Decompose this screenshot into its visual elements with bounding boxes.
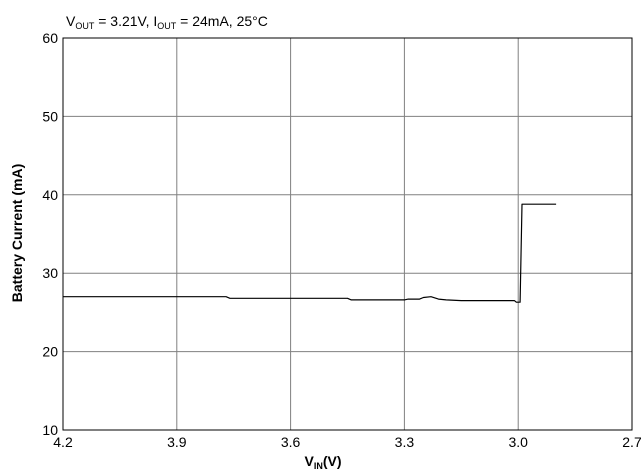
- x-tick-labels: 4.2 3.9 3.6 3.3 3.0 2.7: [53, 434, 641, 450]
- plot-area: [62, 37, 633, 431]
- x-tick-label: 3.9: [167, 434, 187, 450]
- x-tick-label: 3.3: [395, 434, 415, 450]
- chart-annotation: VOUT = 3.21V, IOUT = 24mA, 25°C: [66, 13, 268, 31]
- x-tick-label: 3.0: [508, 434, 528, 450]
- x-tick-label: 3.6: [281, 434, 301, 450]
- x-tick-label: 2.7: [622, 434, 641, 450]
- x-axis-title: VIN(V): [304, 453, 341, 470]
- y-tick-label: 60: [42, 30, 58, 46]
- y-tick-label: 50: [42, 108, 58, 124]
- series-group: [63, 203, 557, 303]
- grid-lines: [62, 37, 633, 431]
- y-tick-label: 10: [42, 422, 58, 438]
- y-tick-labels: 10 20 30 40 50 60: [42, 30, 58, 438]
- y-tick-label: 20: [42, 344, 58, 360]
- series-line: [63, 203, 557, 303]
- y-tick-label: 40: [42, 187, 58, 203]
- x-tick-label: 4.2: [53, 434, 73, 450]
- y-axis-title: Battery Current (mA): [9, 164, 25, 302]
- y-tick-label: 30: [42, 265, 58, 281]
